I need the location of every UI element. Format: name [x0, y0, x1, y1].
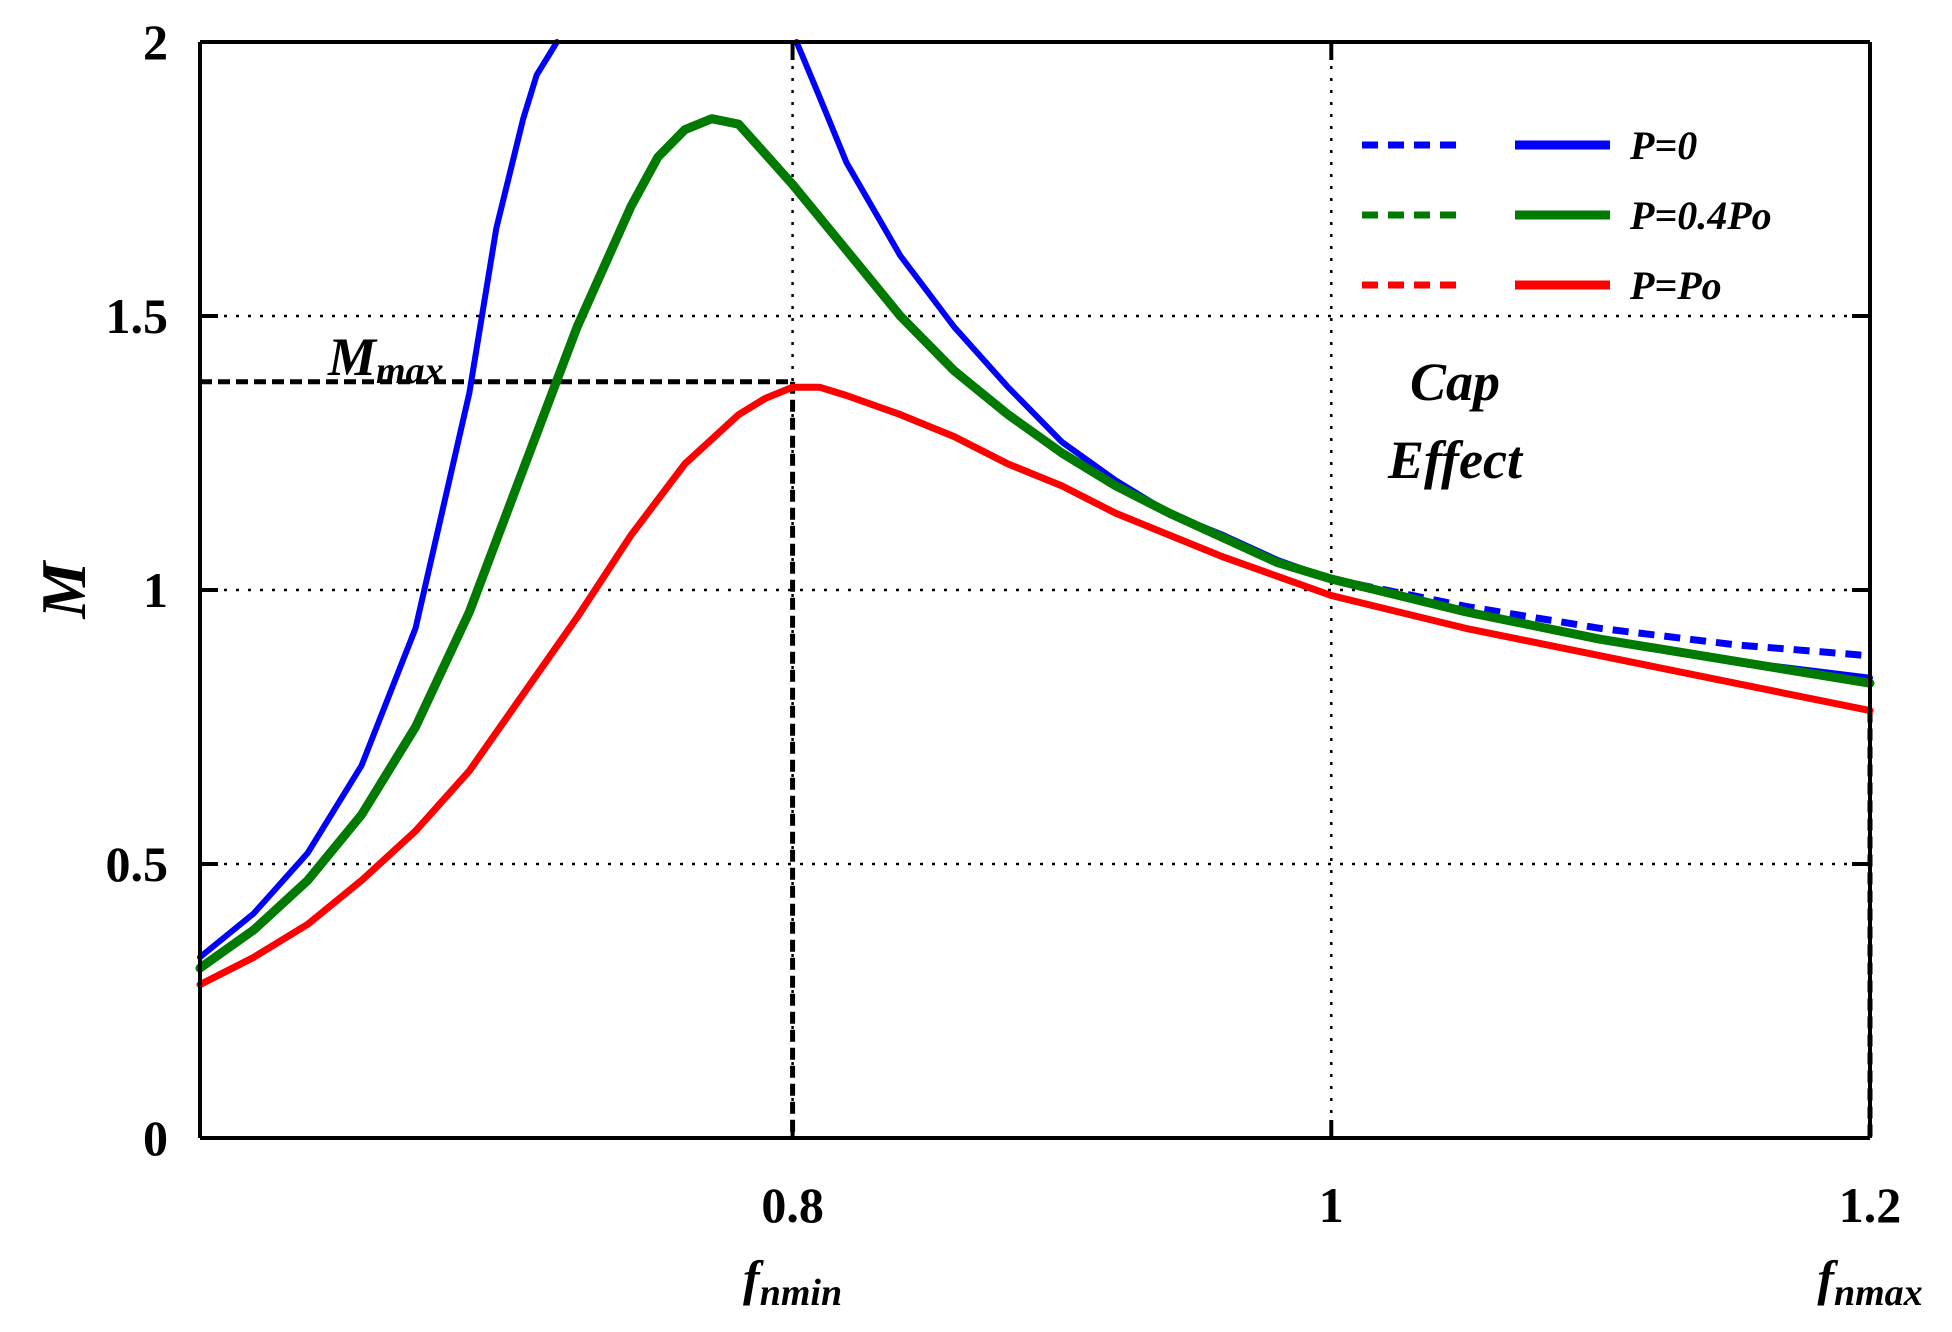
legend-label: P=0: [1629, 123, 1697, 168]
y-tick-label: 2: [143, 14, 168, 70]
x-tick-label: 0.8: [761, 1177, 824, 1233]
mmax-guide-lines: [200, 379, 1873, 1138]
x-tick-sublabel: fnmin: [743, 1250, 842, 1314]
grid-lines: [200, 42, 1870, 1138]
y-tick-label: 0.5: [106, 836, 169, 892]
legend: P=0 P=0.4Po P=Po: [1362, 123, 1772, 308]
x-tick-sublabel: fnmax: [1817, 1250, 1922, 1314]
series-line-p-0: [197, 39, 560, 961]
mmax-label: Mmax: [327, 327, 444, 392]
data-series: [195, 39, 1875, 989]
y-axis-label: M: [28, 559, 99, 619]
annotations: Mmax Cap Effect: [327, 327, 1524, 490]
legend-label: P=Po: [1629, 263, 1722, 308]
series-line-p-0-4po: [195, 114, 1875, 973]
x-tick-label: 1.2: [1839, 1177, 1902, 1233]
axes: [198, 40, 1872, 1140]
y-tick-label: 0: [143, 1110, 168, 1166]
cap-effect-label-line2: Effect: [1387, 430, 1524, 490]
legend-label: P=0.4Po: [1629, 193, 1772, 238]
series-line-p-po: [196, 383, 1874, 989]
y-tick-label: 1.5: [106, 288, 169, 344]
y-tick-label: 1: [143, 562, 168, 618]
cap-effect-label-line1: Cap: [1410, 352, 1500, 412]
tick-labels: 0 0.5 1 1.5 2 0.8 fnmin 1 1.2 fnmax M: [28, 14, 1923, 1314]
x-tick-label: 1: [1319, 1177, 1344, 1233]
